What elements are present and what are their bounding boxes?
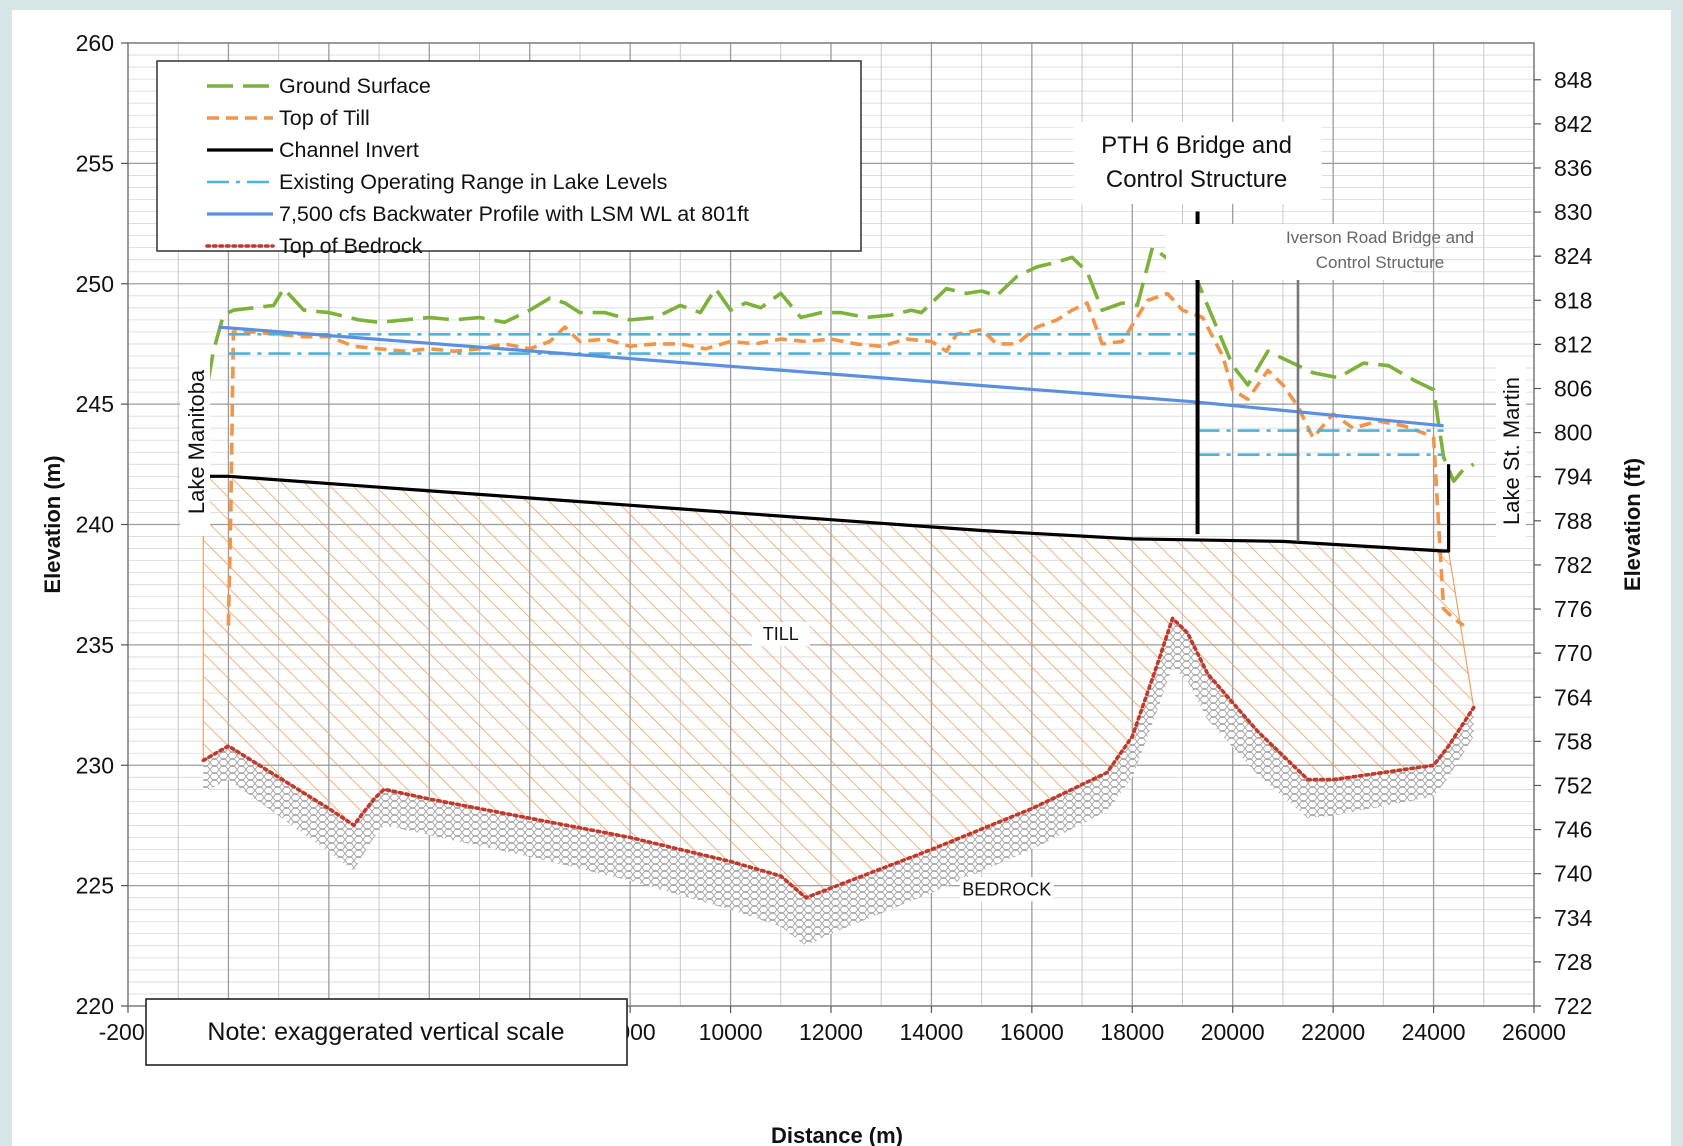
y-tick-label: 240 [76,512,114,538]
x-tick-label: 14000 [899,1019,963,1045]
pth6-label-line2: Control Structure [1106,166,1287,193]
note-box [145,998,628,1066]
x-tick-label: 10000 [699,1019,763,1045]
y2-tick-label: 830 [1554,199,1592,225]
y2-tick-label: 800 [1554,420,1592,446]
x-tick-label: 24000 [1402,1019,1466,1045]
legend: Ground Surface Top of Till Channel Invert E… [156,60,862,258]
series-top-of-bedrock [201,616,1476,900]
legend-label: Top of Till [279,106,370,130]
annotations: PTH 6 Bridge and Control Structure Iverson… [145,122,1526,1066]
pth6-label-bg [1073,122,1322,204]
y-tick-label: 225 [76,873,114,899]
series-top-of-till [226,291,1465,628]
zone-label-till: TILL [763,624,799,644]
note-text: Note: exaggerated vertical scale [207,1018,564,1046]
y2-tick-label: 836 [1554,155,1592,181]
x-tick-label: 26000 [1502,1019,1566,1045]
x-tick-label: 12000 [799,1019,863,1045]
lake-st-martin-label: Lake St. Martin [1499,377,1524,525]
y2-tick-label: 824 [1554,243,1593,269]
y2-tick-label: 722 [1554,993,1592,1019]
legend-label: 7,500 cfs Backwater Profile with LSM WL … [279,202,749,226]
legend-label: Top of Bedrock [279,234,423,258]
series [201,245,1476,900]
series-ground-surface [206,245,1475,484]
y2-tick-label: 764 [1554,684,1593,710]
y2-tick-label: 848 [1554,67,1592,93]
iverson-label-bg [1165,224,1412,280]
y-tick-label: 230 [76,752,114,778]
series-channel-invert [201,384,1451,553]
zone-label-bg [751,622,810,647]
x-tick-label: 22000 [1301,1019,1365,1045]
elevation-profile-chart: -200002000400060008000100001200014000160… [40,30,1645,1146]
x-tick-label: 20000 [1201,1019,1265,1045]
y2-tick-label: 806 [1554,376,1592,402]
lake-manitoba-label: Lake Manitoba [184,369,209,514]
bedrock-zone [203,618,1474,946]
y2-tick-label: 728 [1554,949,1592,975]
x-tick-label: 18000 [1100,1019,1164,1045]
y2-tick-label: 818 [1554,287,1592,313]
y2-tick-label: 734 [1554,905,1593,931]
y-axis-title: Elevation (m) [40,455,65,593]
zone-label-bg [959,877,1054,902]
y2-tick-label: 812 [1554,331,1592,357]
lake-manitoba-bg [180,350,210,536]
iverson-label-line2: Control Structure [1316,253,1445,272]
lake-st-martin-bg [1496,360,1526,540]
zone-label-bedrock: BEDROCK [962,879,1051,899]
x-axis-title: Distance (m) [771,1123,903,1146]
series-7-500-cfs-backwater-profile-with-lsm-wl-at-801ft [218,325,1444,428]
y2-axis-title: Elevation (ft) [1620,458,1645,591]
legend-label: Channel Invert [279,138,419,162]
y2-tick-label: 758 [1554,728,1592,754]
y-tick-label: 220 [76,993,114,1019]
y2-tick-label: 842 [1554,111,1592,137]
iverson-label-line1: Iverson Road Bridge and [1286,228,1474,247]
legend-label: Ground Surface [279,74,431,98]
y2-tick-label: 794 [1554,464,1593,490]
legend-label: Existing Operating Range in Lake Levels [279,170,667,194]
y-tick-label: 235 [76,632,114,658]
y2-tick-label: 740 [1554,861,1592,887]
y2-tick-label: 770 [1554,640,1592,666]
chart-frame: -200002000400060008000100001200014000160… [12,10,1671,1146]
y-tick-label: 260 [76,30,114,56]
y-tick-label: 255 [76,150,114,176]
y-tick-label: 245 [76,391,114,417]
x-tick-label: 16000 [1000,1019,1064,1045]
legend-box [156,60,862,252]
y2-tick-label: 782 [1554,552,1592,578]
y2-tick-label: 788 [1554,508,1592,534]
pth6-label-line1: PTH 6 Bridge and [1101,132,1292,159]
y2-tick-label: 776 [1554,596,1592,622]
y2-tick-label: 752 [1554,772,1592,798]
y-tick-label: 250 [76,271,114,297]
y2-tick-label: 746 [1554,817,1592,843]
